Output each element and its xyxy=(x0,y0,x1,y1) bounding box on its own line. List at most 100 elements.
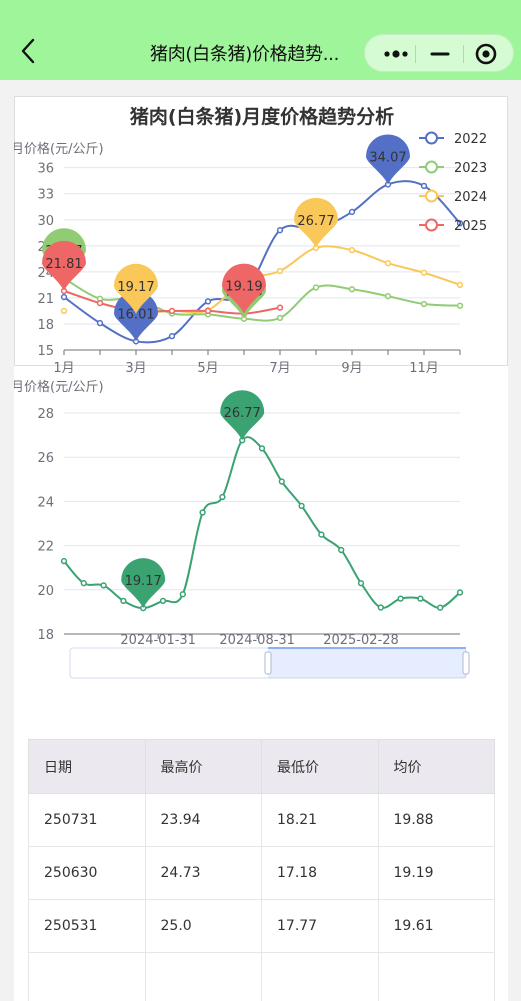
data-point xyxy=(456,220,464,227)
table-cell: 18.21 xyxy=(261,793,379,847)
marker-pin xyxy=(294,197,338,248)
min-marker-2025: 19.19 xyxy=(222,263,266,314)
data-point xyxy=(204,298,212,305)
more-dots-icon[interactable] xyxy=(379,43,413,65)
marker-label: 19.17 xyxy=(125,574,162,589)
data-point xyxy=(258,445,266,452)
data-point xyxy=(437,604,444,611)
table-cell: 19.88 xyxy=(377,793,495,847)
data-point xyxy=(276,267,284,275)
data-point xyxy=(60,557,68,565)
data-point xyxy=(420,269,428,276)
table-row: 250531 25.0 17.77 19.61 xyxy=(28,899,495,953)
back-arrow-icon[interactable] xyxy=(18,36,40,66)
close-target-icon[interactable] xyxy=(473,41,499,67)
legend-item-2025: 2025 xyxy=(419,218,487,234)
y-tick-label: 33 xyxy=(37,188,54,203)
data-point xyxy=(100,582,107,589)
data-point xyxy=(199,509,206,516)
data-point xyxy=(96,299,104,307)
marker-pin xyxy=(42,240,86,291)
content-card: 猪肉(白条猪)月度价格趋势分析 月价格(元/公斤) 15182124273033… xyxy=(14,96,508,1001)
max-marker-2022: 34.07 xyxy=(366,134,410,185)
table-cell: 250630 xyxy=(28,846,146,900)
x-tick-label: 9月 xyxy=(341,361,362,376)
minimize-icon[interactable] xyxy=(427,43,453,65)
table-cell: 250731 xyxy=(28,793,146,847)
data-point xyxy=(417,595,424,602)
y-tick-label: 18 xyxy=(37,318,54,333)
legend-marker xyxy=(425,218,438,232)
data-point xyxy=(456,589,464,596)
legend-label: 2024 xyxy=(454,190,487,205)
data-point xyxy=(312,284,320,291)
table-row xyxy=(28,952,495,1001)
data-point xyxy=(338,546,345,554)
legend-label: 2023 xyxy=(454,161,487,176)
marker-label: 19.19 xyxy=(225,280,262,295)
y-tick-label: 15 xyxy=(37,344,54,359)
data-point xyxy=(80,580,87,587)
table-cell: 19.61 xyxy=(377,899,495,953)
table-cell: 250531 xyxy=(28,899,146,953)
datazoom-label: 2024-01-31 xyxy=(120,633,196,648)
legend-marker xyxy=(425,160,438,174)
navbar: 猪肉(白条猪)价格趋势... xyxy=(0,0,521,80)
data-point xyxy=(179,591,186,598)
table-cell: 17.77 xyxy=(261,899,379,953)
legend-item-2024: 2024 xyxy=(419,189,487,205)
data-point xyxy=(168,307,176,315)
x-tick-label: 11月 xyxy=(409,361,439,376)
max-marker-2025: 21.81 xyxy=(42,240,86,291)
table-cell xyxy=(144,952,262,1001)
marker-pin xyxy=(114,263,158,314)
data-point xyxy=(276,304,284,311)
min-marker-2024: 19.17 xyxy=(114,263,158,314)
data-point xyxy=(60,307,68,315)
table-cell xyxy=(261,952,379,1001)
table-row: 250731 23.94 18.21 19.88 xyxy=(28,793,495,847)
table-cell xyxy=(377,952,495,1001)
table-header-row: 日期 最高价 最低价 均价 xyxy=(28,739,495,794)
data-point xyxy=(276,314,284,322)
datazoom-end-handle[interactable] xyxy=(462,651,470,675)
datazoom-start-handle[interactable] xyxy=(264,651,272,675)
legend-label: 2025 xyxy=(454,219,487,234)
marker-label: 26.77 xyxy=(224,406,261,421)
capsule-divider xyxy=(415,45,416,63)
y-tick-label: 21 xyxy=(37,292,54,307)
data-point xyxy=(348,208,356,216)
y-tick-label: 36 xyxy=(37,162,54,177)
column-header-avg: 均价 xyxy=(377,739,495,794)
data-point xyxy=(278,478,285,485)
marker-label: 16.01 xyxy=(117,307,154,322)
data-point xyxy=(318,531,325,538)
trend-chart: 月价格(元/公斤) 18 20 22 24 26 28 2024-01-31 2024-08… xyxy=(14,379,470,679)
max-marker-2024: 26.77 xyxy=(294,197,338,248)
chart-title: 猪肉(白条猪)月度价格趋势分析 xyxy=(129,105,394,128)
column-header-date: 日期 xyxy=(28,739,146,794)
legend-item-2023: 2023 xyxy=(419,160,487,176)
table-cell: 23.94 xyxy=(144,793,262,847)
data-point xyxy=(456,302,464,309)
data-point xyxy=(377,604,384,611)
capsule-divider xyxy=(463,45,464,63)
y-tick-label: 24 xyxy=(37,495,54,510)
marker-pin xyxy=(220,390,265,441)
x-tick-label: 3月 xyxy=(125,361,146,376)
min-marker: 19.17 xyxy=(121,558,166,609)
x-tick-label: 1月 xyxy=(53,361,74,376)
table-cell xyxy=(28,952,146,1001)
data-point xyxy=(384,260,392,267)
data-point xyxy=(384,293,392,300)
chart-frame xyxy=(14,96,508,366)
data-point xyxy=(96,319,104,327)
datazoom-label: 2024-08-31 xyxy=(219,633,295,648)
data-point xyxy=(357,580,365,587)
marker-label: 19.17 xyxy=(117,280,154,295)
mini-program-capsule xyxy=(364,34,514,72)
data-point xyxy=(420,300,428,308)
data-point xyxy=(456,281,464,289)
x-tick-label: 5月 xyxy=(197,361,218,376)
y-tick-label: 30 xyxy=(37,214,54,229)
